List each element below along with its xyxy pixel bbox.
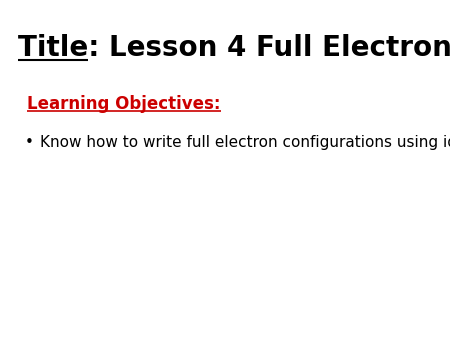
Text: •: •	[25, 135, 34, 150]
Text: Learning Objectives:: Learning Objectives:	[27, 95, 220, 113]
Text: Know how to write full electron configurations using ideas of subshells: Know how to write full electron configur…	[40, 135, 450, 150]
Text: Title: Title	[18, 34, 88, 62]
Text: Title: Lesson 4 Full Electron Configuration: Title: Lesson 4 Full Electron Configurat…	[18, 34, 450, 62]
